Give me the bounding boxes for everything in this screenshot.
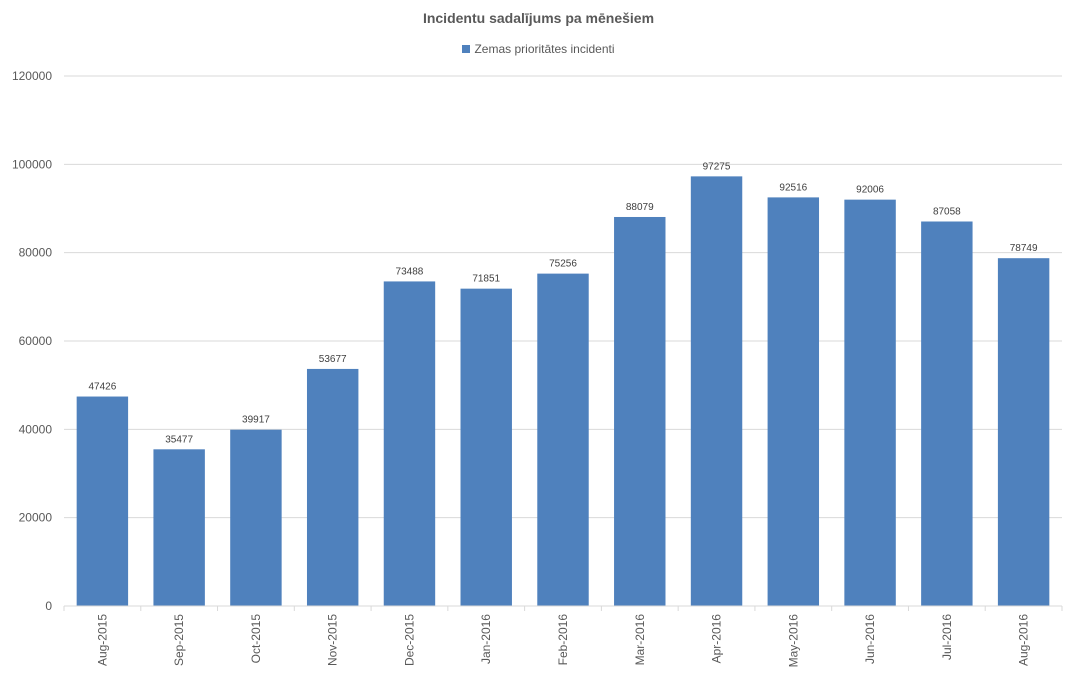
bar [76,396,129,606]
data-label: 92006 [856,185,884,196]
y-tick-label: 40000 [19,422,53,436]
x-tick-label: Mar-2016 [633,614,647,666]
x-tick-label: Sep-2015 [172,614,186,666]
bar [460,288,512,606]
bar [306,368,359,606]
y-tick-label: 60000 [19,334,53,348]
x-tick-label: Jun-2016 [863,614,877,664]
bar [690,176,743,606]
data-label: 47426 [88,382,116,393]
legend-label: Zemas prioritātes incidenti [474,42,615,56]
bar [230,429,282,606]
data-label: 92516 [779,182,807,193]
data-label: 87058 [933,206,961,217]
data-label: 71851 [472,274,500,285]
x-tick-label: May-2016 [786,614,800,668]
bar [844,199,896,606]
data-label: 35477 [165,434,193,445]
x-tick-label: Feb-2016 [556,614,570,666]
bar [383,281,436,606]
x-tick-label: Aug-2016 [1017,614,1031,666]
x-tick-label: Nov-2015 [326,614,340,666]
x-tick-label: Oct-2015 [249,614,263,664]
bar [767,197,820,606]
bar [153,449,205,606]
y-tick-label: 120000 [12,69,52,83]
data-label: 75256 [549,259,577,270]
bar [537,273,589,606]
y-tick-label: 80000 [19,246,53,260]
x-tick-label: Jul-2016 [940,614,954,660]
data-label: 73488 [396,266,424,277]
y-tick-label: 0 [45,599,52,613]
data-label: 78749 [1010,243,1038,254]
data-label: 97275 [703,161,731,172]
y-tick-label: 100000 [12,157,52,171]
x-tick-label: Jan-2016 [479,614,493,664]
bar [997,258,1050,606]
chart-title: Incidentu sadalījums pa mēnešiem [422,10,655,26]
bar [614,216,666,606]
data-label: 39917 [242,415,270,426]
y-tick-label: 20000 [19,511,53,525]
data-label: 88079 [626,202,654,213]
legend-swatch [462,45,471,53]
x-tick-label: Aug-2015 [95,614,109,666]
x-tick-label: Apr-2016 [710,614,724,664]
legend: Zemas prioritātes incidenti [0,42,1077,56]
bar [921,221,973,606]
data-label: 53677 [319,354,347,365]
x-tick-label: Dec-2015 [402,614,416,666]
